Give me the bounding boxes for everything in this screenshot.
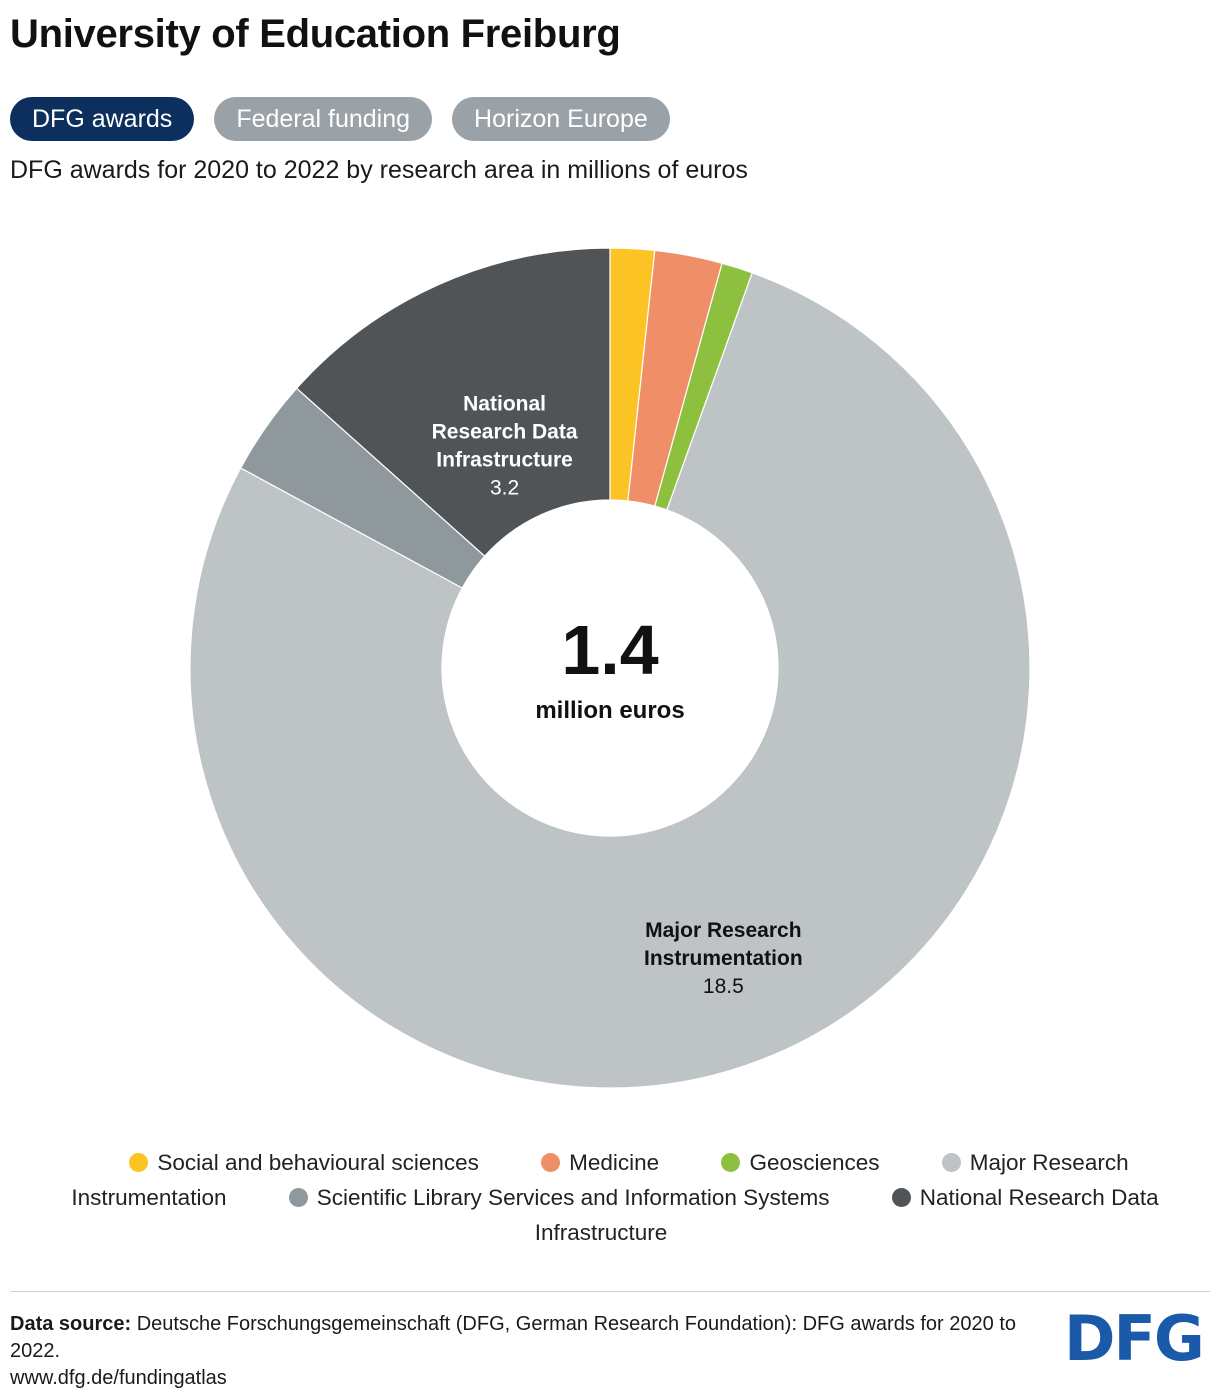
slice-major-research-instrumentation[interactable] [189, 272, 1031, 1089]
donut-slices [189, 247, 1031, 1089]
legend-item-social-behavioural[interactable]: Social and behavioural sciences [129, 1150, 479, 1175]
chart-legend: Social and behavioural sciences Medicine… [30, 1145, 1200, 1250]
tab-dfg-awards[interactable]: DFG awards [10, 97, 195, 141]
dfg-logo-text: DFG [1064, 1308, 1203, 1364]
slice-label-major-research-instrumentation: Instrumentation [644, 947, 803, 970]
data-source-url[interactable]: www.dfg.de/fundingatlas [10, 1367, 227, 1389]
center-total-unit: million euros [535, 697, 684, 724]
legend-item-national-research-data[interactable]: National Research Data Infrastructure [535, 1185, 1159, 1245]
legend-dot [288, 1188, 308, 1207]
funding-tabs: DFG awards Federal funding Horizon Europ… [10, 97, 670, 141]
data-source: Data source: Deutsche Forschungsgemeinsc… [10, 1311, 1040, 1392]
data-source-text: Deutsche Forschungsgemeinschaft (DFG, Ge… [10, 1313, 1016, 1362]
legend-item-major-research-instrumentation[interactable]: Major Research Instrumentation [71, 1150, 1128, 1210]
data-source-label: Data source: [10, 1313, 132, 1335]
legend-label: Scientific Library Services and Informat… [316, 1185, 830, 1210]
tab-federal-funding[interactable]: Federal funding [214, 97, 433, 141]
footer-divider [10, 1291, 1210, 1292]
legend-dot [891, 1188, 911, 1207]
slice-label-major-research-instrumentation: Major Research [645, 919, 801, 942]
legend-dot [541, 1153, 561, 1172]
legend-item-scientific-library[interactable]: Scientific Library Services and Informat… [288, 1185, 830, 1210]
tab-horizon-europe[interactable]: Horizon Europe [452, 97, 670, 141]
legend-label: Social and behavioural sciences [157, 1150, 479, 1175]
legend-item-geosciences[interactable]: Geosciences [721, 1150, 880, 1175]
legend-label: National Research Data Infrastructure [534, 1185, 1159, 1245]
legend-label: Medicine [569, 1150, 660, 1175]
legend-dot [721, 1153, 741, 1172]
page-title: University of Education Freiburg [10, 12, 621, 56]
slice-value-national-research-data-infrastructure: 3.2 [490, 477, 519, 500]
dfg-logo: DFG [1064, 1308, 1205, 1364]
legend-dot [129, 1153, 149, 1172]
slice-value-major-research-instrumentation: 18.5 [703, 975, 744, 998]
chart-subtitle: DFG awards for 2020 to 2022 by research … [10, 156, 748, 184]
legend-dot [941, 1153, 961, 1172]
legend-label: Geosciences [749, 1150, 880, 1175]
legend-label: Major Research Instrumentation [71, 1150, 1129, 1210]
slice-label-national-research-data-infrastructure: National [463, 393, 546, 416]
legend-item-medicine[interactable]: Medicine [541, 1150, 659, 1175]
donut-chart: Major Research Instrumentation 18.5 Nationa… [189, 247, 1031, 1089]
slice-label-national-research-data-infrastructure: Research Data [432, 421, 578, 444]
slice-labels: Major Research Instrumentation 18.5 Nationa… [432, 393, 803, 999]
slice-label-national-research-data-infrastructure: Infrastructure [436, 449, 573, 472]
center-total-value: 1.4 [561, 611, 658, 689]
slice-national-research-data-infrastructure[interactable] [295, 247, 611, 557]
